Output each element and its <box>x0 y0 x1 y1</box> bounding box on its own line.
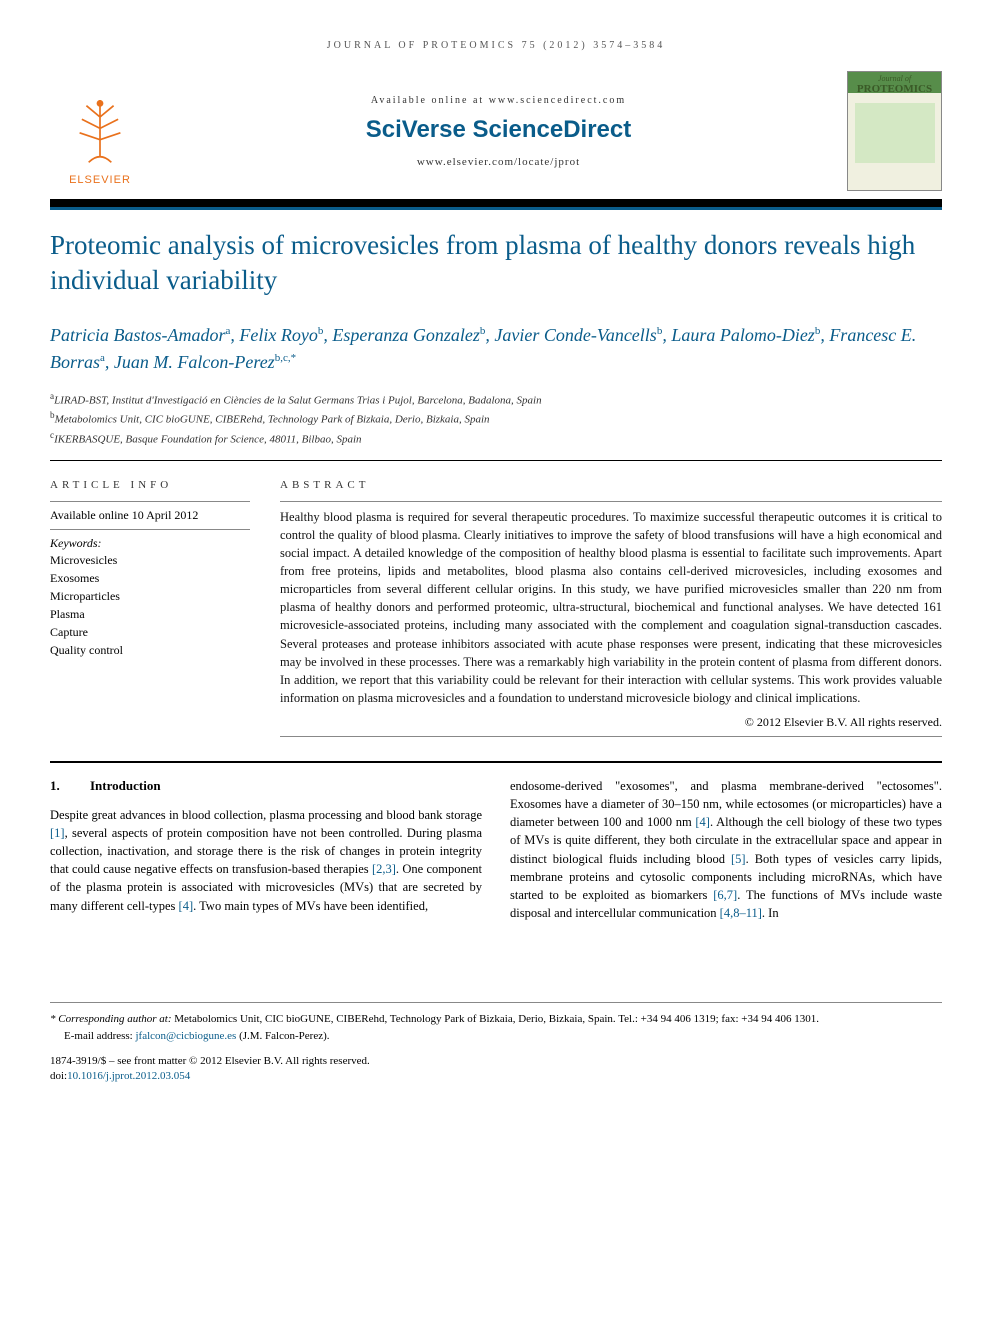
author-list: Patricia Bastos-Amadora, Felix Royob, Es… <box>50 322 942 376</box>
citation-link[interactable]: [1] <box>50 826 65 840</box>
introduction-heading: 1.Introduction <box>50 777 482 796</box>
author-name: Javier Conde-Vancells <box>494 325 656 345</box>
info-abstract-row: ARTICLE INFO Available online 10 April 2… <box>50 479 942 743</box>
affiliation-ref[interactable]: a <box>226 325 231 337</box>
journal-banner: ELSEVIER Available online at www.science… <box>50 71 942 191</box>
elsevier-tree-icon <box>66 94 134 174</box>
keywords-list: MicrovesiclesExosomesMicroparticlesPlasm… <box>50 551 250 659</box>
affiliation-ref[interactable]: b,c,* <box>275 352 296 364</box>
affiliation-ref[interactable]: b <box>657 325 663 337</box>
running-header: JOURNAL OF PROTEOMICS 75 (2012) 3574–358… <box>50 40 942 51</box>
affiliation-ref[interactable]: b <box>480 325 486 337</box>
author-name: Patricia Bastos-Amador <box>50 325 226 345</box>
author-name: Felix Royo <box>239 325 317 345</box>
body-text: Despite great advances in blood collecti… <box>50 808 482 822</box>
article-info-column: ARTICLE INFO Available online 10 April 2… <box>50 479 250 743</box>
header-blue-bar <box>50 207 942 210</box>
body-column-right: endosome-derived "exosomes", and plasma … <box>510 777 942 922</box>
abstract-column: ABSTRACT Healthy blood plasma is require… <box>280 479 942 743</box>
keyword-item: Exosomes <box>50 569 250 587</box>
body-text: . Two main types of MVs have been identi… <box>193 899 428 913</box>
citation-link[interactable]: [4] <box>695 815 710 829</box>
email-suffix: (J.M. Falcon-Perez). <box>236 1030 329 1042</box>
footnote-text: Metabolomics Unit, CIC bioGUNE, CIBERehd… <box>172 1013 819 1025</box>
section-title: Introduction <box>90 778 161 793</box>
elsevier-name: ELSEVIER <box>69 174 131 186</box>
citation-link[interactable]: [4] <box>179 899 194 913</box>
corresponding-author-footnote: * Corresponding author at: Metabolomics … <box>50 1011 942 1028</box>
abstract-label: ABSTRACT <box>280 479 942 491</box>
journal-cover-image-placeholder <box>855 103 935 163</box>
email-link[interactable]: jfalcon@cicbiogune.es <box>135 1030 236 1042</box>
keyword-item: Microparticles <box>50 587 250 605</box>
author-name: Esperanza Gonzalez <box>332 325 480 345</box>
keyword-item: Capture <box>50 623 250 641</box>
affiliation-item: aLIRAD-BST, Institut d'Investigació en C… <box>50 390 942 409</box>
banner-center: Available online at www.sciencedirect.co… <box>162 95 835 168</box>
doi-label: doi: <box>50 1070 67 1082</box>
body-text: . In <box>762 906 779 920</box>
affiliation-item: cIKERBASQUE, Basque Foundation for Scien… <box>50 429 942 448</box>
section-divider-thick <box>50 761 942 763</box>
info-rule <box>50 529 250 530</box>
abstract-text: Healthy blood plasma is required for sev… <box>280 508 942 707</box>
issn-copyright-line: 1874-3919/$ – see front matter © 2012 El… <box>50 1054 942 1069</box>
keyword-item: Quality control <box>50 641 250 659</box>
keyword-item: Microvesicles <box>50 551 250 569</box>
divider-rule <box>50 460 942 461</box>
section-number: 1. <box>50 777 90 796</box>
journal-cover-prefix: Journal of <box>878 74 911 83</box>
citation-link[interactable]: [2,3] <box>372 862 396 876</box>
email-label: E-mail address: <box>64 1030 135 1042</box>
available-online-text: Available online at www.sciencedirect.co… <box>162 95 835 106</box>
footer-meta: 1874-3919/$ – see front matter © 2012 El… <box>50 1054 942 1085</box>
author-name: Juan M. Falcon-Perez <box>114 352 275 372</box>
doi-link[interactable]: 10.1016/j.jprot.2012.03.054 <box>67 1070 190 1082</box>
affiliation-ref[interactable]: b <box>815 325 821 337</box>
email-footnote: E-mail address: jfalcon@cicbiogune.es (J… <box>50 1028 942 1045</box>
body-paragraph: endosome-derived "exosomes", and plasma … <box>510 777 942 922</box>
abstract-copyright: © 2012 Elsevier B.V. All rights reserved… <box>280 715 942 730</box>
affiliation-list: aLIRAD-BST, Institut d'Investigació en C… <box>50 390 942 447</box>
available-online-date: Available online 10 April 2012 <box>50 508 250 523</box>
affiliation-ref[interactable]: b <box>318 325 324 337</box>
sciverse-logo-text: SciVerse ScienceDirect <box>162 116 835 144</box>
header-black-bar <box>50 199 942 207</box>
citation-link[interactable]: [6,7] <box>713 888 737 902</box>
keywords-label: Keywords: <box>50 536 250 551</box>
body-column-left: 1.Introduction Despite great advances in… <box>50 777 482 922</box>
article-info-label: ARTICLE INFO <box>50 479 250 491</box>
article-title: Proteomic analysis of microvesicles from… <box>50 228 942 298</box>
body-two-column: 1.Introduction Despite great advances in… <box>50 777 942 922</box>
footnotes: * Corresponding author at: Metabolomics … <box>50 1002 942 1044</box>
doi-line: doi:10.1016/j.jprot.2012.03.054 <box>50 1069 942 1084</box>
citation-link[interactable]: [5] <box>731 852 746 866</box>
body-paragraph: Despite great advances in blood collecti… <box>50 806 482 915</box>
journal-cover-thumbnail: Journal of PROTEOMICS <box>847 71 942 191</box>
affiliation-ref[interactable]: a <box>100 352 105 364</box>
info-rule <box>50 501 250 502</box>
info-rule <box>280 736 942 737</box>
journal-cover-title: PROTEOMICS <box>857 83 932 95</box>
journal-locate-url: www.elsevier.com/locate/jprot <box>162 156 835 168</box>
elsevier-logo: ELSEVIER <box>50 76 150 186</box>
footnote-label: * Corresponding author at: <box>50 1013 172 1025</box>
author-name: Laura Palomo-Diez <box>671 325 815 345</box>
affiliation-item: bMetabolomics Unit, CIC bioGUNE, CIBEReh… <box>50 409 942 428</box>
info-rule <box>280 501 942 502</box>
citation-link[interactable]: [4,8–11] <box>720 906 762 920</box>
keyword-item: Plasma <box>50 605 250 623</box>
